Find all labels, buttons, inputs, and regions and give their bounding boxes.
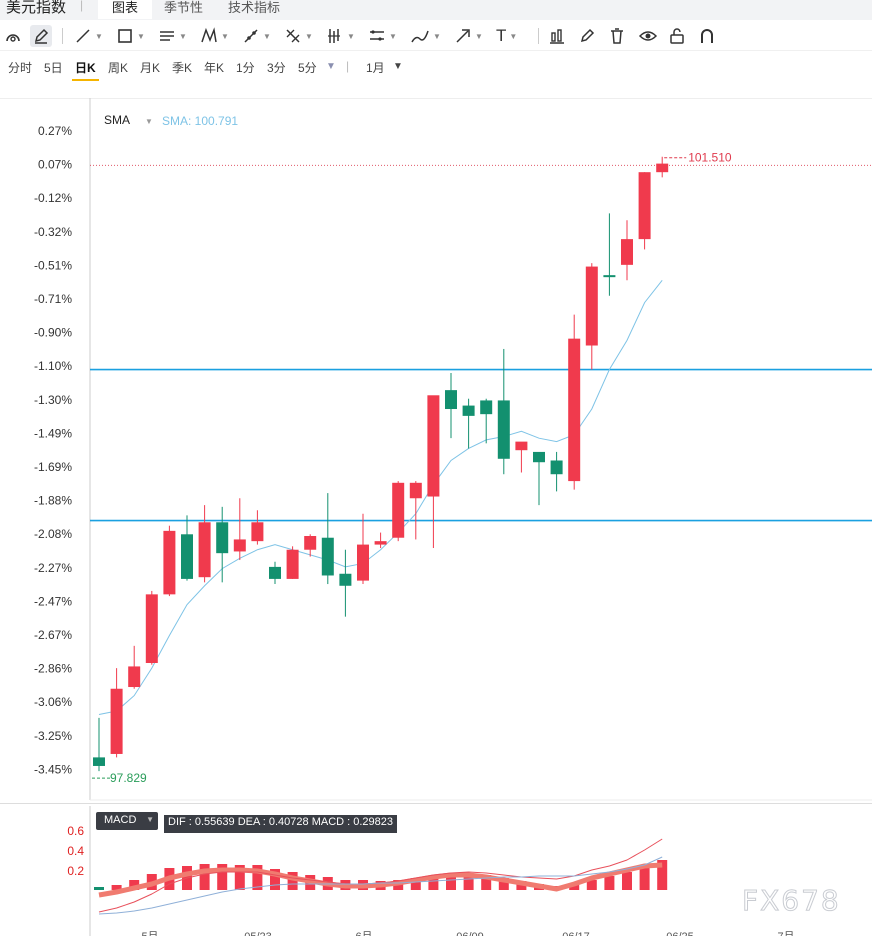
period-weekly[interactable]: 周K bbox=[108, 61, 129, 75]
title-separator: | bbox=[80, 0, 84, 12]
period-quarterly[interactable]: 季K bbox=[172, 61, 193, 75]
period-3min[interactable]: 3分 bbox=[267, 61, 286, 75]
period-5min[interactable]: 5分 bbox=[298, 61, 317, 75]
period-5day[interactable]: 5日 bbox=[44, 61, 63, 75]
trash-icon[interactable] bbox=[608, 25, 626, 47]
sma-dropdown-caret-icon[interactable]: ▼ bbox=[145, 117, 153, 126]
drawing-toolbar: ▼ ▼ ▼ ▼ ▼ ▼ ▼ ▼ ▼ ▼ T ▼ bbox=[0, 22, 872, 51]
sma-indicator-label[interactable]: SMA bbox=[104, 113, 131, 127]
tab-technical-indicators[interactable]: 技术指标 bbox=[228, 0, 281, 15]
brush-tool-icon[interactable]: ▼ bbox=[410, 25, 441, 47]
range-caret-icon[interactable]: ▼ bbox=[393, 61, 403, 72]
macd-values-readout: DIF : 0.55639 DEA : 0.40728 MACD : 0.298… bbox=[164, 815, 398, 833]
tab-chart[interactable]: 图表 bbox=[98, 0, 153, 19]
pattern-tool-icon[interactable]: ▼ bbox=[200, 25, 229, 47]
measure-tool-icon[interactable]: ▼ bbox=[368, 25, 397, 47]
magnet-icon[interactable] bbox=[4, 25, 22, 47]
period-monthly[interactable]: 月K bbox=[140, 61, 161, 75]
macd-panel bbox=[0, 803, 872, 937]
path-tool-icon[interactable]: ▼ bbox=[242, 25, 271, 47]
period-1min[interactable]: 1分 bbox=[236, 61, 255, 75]
text-tool-icon[interactable]: T ▼ bbox=[496, 26, 518, 45]
toolbar-divider-2 bbox=[538, 28, 539, 44]
magnet-snap-icon[interactable] bbox=[698, 25, 716, 47]
period-daily[interactable]: 日K bbox=[75, 61, 96, 75]
rectangle-tool-icon[interactable]: ▼ bbox=[116, 25, 145, 47]
top-tab-bar: 美元指数 | 图表 季节性 技术指标 bbox=[0, 0, 872, 20]
active-period-underline bbox=[72, 79, 99, 81]
text-tool-glyph: T bbox=[496, 26, 507, 45]
period-selector: 分时 5日 日K 周K 月K 季K 年K 1分 3分 5分 ▼ | 1月 ▼ bbox=[0, 52, 872, 82]
watermark-logo: FX678 bbox=[742, 884, 841, 918]
macd-label: MACD bbox=[104, 814, 137, 826]
period-intraday[interactable]: 分时 bbox=[8, 61, 33, 75]
unlock-icon[interactable] bbox=[668, 25, 686, 47]
period-yearly[interactable]: 年K bbox=[204, 61, 225, 75]
instrument-title: 美元指数 bbox=[6, 0, 67, 16]
bars-tool-icon[interactable]: ▼ bbox=[328, 29, 355, 43]
macd-indicator-selector[interactable]: MACD ▼ bbox=[96, 812, 158, 830]
edit-pen-icon[interactable] bbox=[578, 25, 596, 47]
macd-dropdown-caret-icon[interactable]: ▼ bbox=[146, 815, 154, 824]
main-chart-area bbox=[0, 98, 872, 804]
period-divider: | bbox=[346, 59, 350, 73]
pencil-mode-icon[interactable] bbox=[30, 25, 52, 47]
range-selector[interactable]: 1月 bbox=[366, 61, 385, 75]
parallel-lines-icon[interactable]: ▼ bbox=[160, 31, 187, 41]
sma-value-readout: SMA: 100.791 bbox=[162, 114, 239, 128]
fibonacci-tool-icon[interactable]: ▼ bbox=[284, 25, 313, 47]
line-tool-icon[interactable]: ▼ bbox=[74, 25, 103, 47]
arrow-tool-icon[interactable]: ▼ bbox=[454, 25, 483, 47]
period-more-caret-icon[interactable]: ▼ bbox=[326, 61, 336, 72]
eye-icon[interactable] bbox=[638, 25, 658, 47]
indicator-chart-icon[interactable] bbox=[548, 25, 566, 47]
tab-seasonality[interactable]: 季节性 bbox=[164, 0, 204, 15]
toolbar-divider bbox=[62, 28, 63, 44]
